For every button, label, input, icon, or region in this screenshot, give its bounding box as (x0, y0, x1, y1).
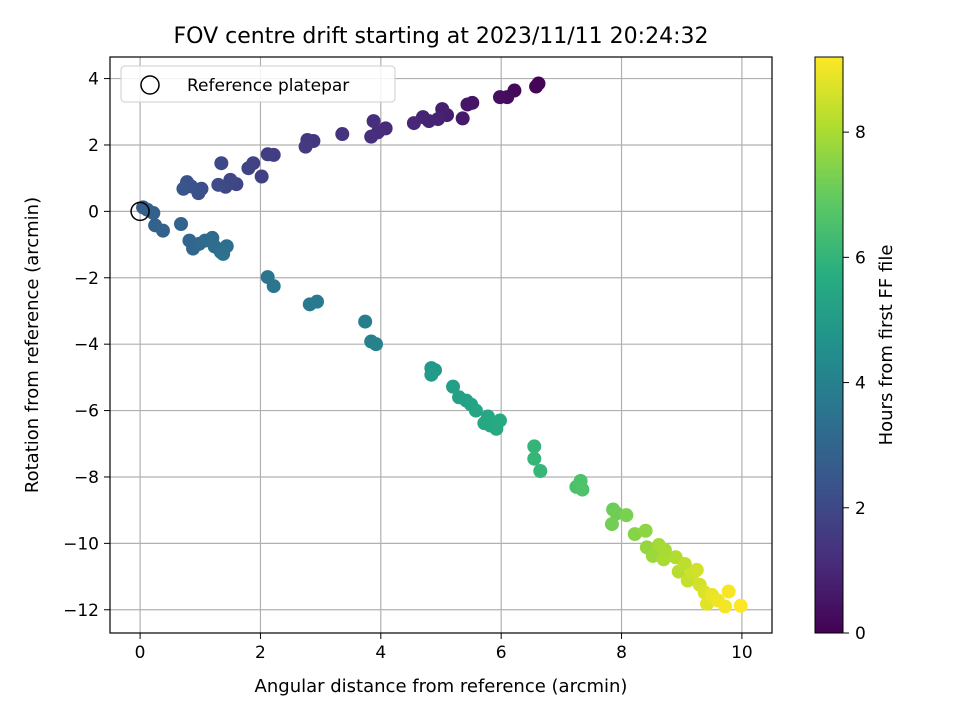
data-point (366, 114, 381, 129)
data-point (575, 482, 590, 497)
colorbar-tick-label: 8 (855, 123, 866, 143)
y-tick-label: −2 (74, 269, 99, 289)
data-point (335, 127, 350, 142)
data-point (604, 517, 619, 532)
x-tick-label: 4 (375, 643, 386, 663)
x-tick-label: 2 (255, 643, 266, 663)
data-point (689, 562, 704, 577)
data-point (446, 379, 461, 394)
y-axis: 4 2 0 −2 −4 −6 −8 −10 −12 (63, 70, 110, 621)
y-tick-label: −12 (63, 601, 99, 621)
data-point (627, 527, 642, 542)
colorbar-gradient (814, 56, 844, 634)
colorbar-tick-label: 4 (855, 374, 866, 394)
data-point (718, 599, 733, 614)
colorbar-label: Hours from first FF file (876, 245, 897, 446)
x-axis: 0 2 4 6 8 10 (135, 633, 753, 663)
data-point (266, 279, 281, 294)
data-point (733, 598, 748, 613)
data-point (619, 508, 634, 523)
x-tick-label: 6 (496, 643, 507, 663)
data-point (364, 129, 379, 144)
data-point (260, 147, 275, 162)
y-tick-label: 4 (88, 70, 99, 90)
data-point (310, 294, 325, 309)
data-point (369, 337, 384, 352)
y-tick-label: −10 (63, 534, 99, 554)
data-points (136, 76, 748, 614)
data-point (656, 552, 671, 567)
legend-box (120, 65, 396, 103)
data-point (460, 97, 475, 112)
data-point (527, 451, 542, 466)
data-point (721, 584, 736, 599)
data-point (677, 556, 692, 571)
data-point (241, 161, 256, 176)
x-tick-label: 0 (135, 643, 146, 663)
chart-title: FOV centre drift starting at 2023/11/11 … (174, 24, 709, 49)
plot-frame (109, 56, 773, 634)
data-point (477, 416, 492, 431)
x-tick-label: 8 (616, 643, 627, 663)
data-point (468, 403, 483, 418)
colorbar-tick-label: 2 (855, 499, 866, 519)
colorbar: 0 2 4 6 8 Hours from first FF file (814, 56, 897, 644)
y-axis-label: Rotation from reference (arcmin) (22, 197, 43, 493)
y-tick-label: −6 (74, 402, 99, 422)
data-point (176, 181, 191, 196)
data-point (146, 206, 161, 221)
data-point (214, 156, 229, 171)
y-tick-label: 0 (88, 202, 99, 222)
colorbar-tick-label: 6 (855, 248, 866, 268)
data-point (406, 116, 421, 131)
data-point (527, 439, 542, 454)
data-point (216, 246, 231, 261)
y-tick-label: 2 (88, 136, 99, 156)
data-point (254, 169, 269, 184)
data-point (492, 413, 507, 428)
data-point (645, 548, 660, 563)
legend-marker-reference (140, 75, 160, 95)
legend-label-reference: Reference platepar (187, 76, 349, 96)
reference-platepar-marker (130, 201, 150, 222)
data-point (211, 177, 226, 192)
x-axis-label: Angular distance from reference (arcmin) (255, 676, 628, 697)
colorbar-ticks: 0 2 4 6 8 (843, 123, 866, 644)
x-tick-label: 10 (731, 643, 753, 663)
y-tick-label: −8 (74, 468, 99, 488)
data-point (455, 111, 470, 126)
data-point (424, 367, 439, 382)
colorbar-tick-label: 0 (855, 624, 866, 644)
data-point (529, 79, 544, 94)
y-tick-label: −4 (74, 335, 99, 355)
data-point (358, 314, 373, 329)
data-point (174, 216, 189, 231)
data-point (155, 223, 170, 238)
gridlines (110, 57, 772, 633)
data-point (533, 463, 548, 478)
legend: Reference platepar (120, 65, 396, 103)
data-point (492, 90, 507, 105)
data-point (638, 523, 653, 538)
data-point (298, 139, 313, 154)
